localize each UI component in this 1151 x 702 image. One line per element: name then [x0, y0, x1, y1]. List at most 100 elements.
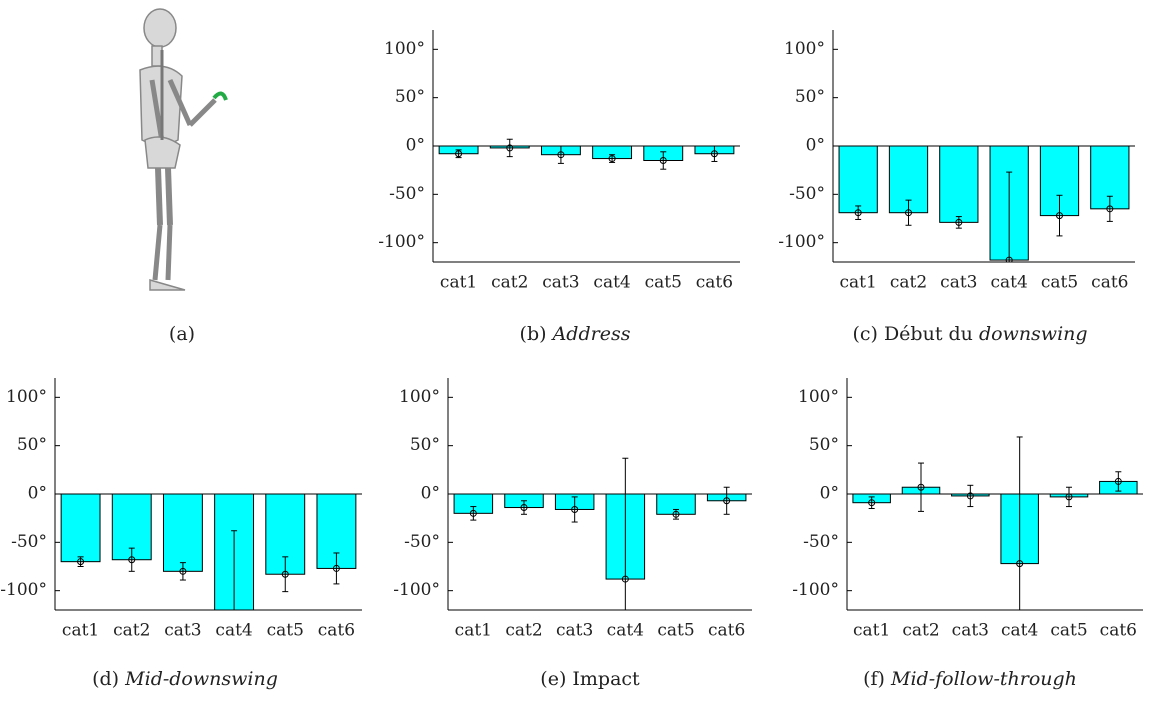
caption-part: downswing — [979, 323, 1088, 345]
x-tick-label: cat5 — [1041, 273, 1078, 293]
caption-part: (e) — [540, 668, 566, 690]
x-tick-label: cat2 — [113, 621, 150, 641]
caption: (c) Début du downswing — [852, 323, 1087, 345]
x-tick-label: cat1 — [853, 621, 890, 641]
plot-area — [453, 457, 747, 610]
plot-area — [838, 145, 1130, 262]
x-tick-label: cat3 — [556, 621, 593, 641]
y-tick-label: 100° — [784, 39, 825, 59]
y-tick-label: 0° — [28, 484, 47, 504]
caption-part: (d) — [92, 668, 119, 690]
y-tick-label: -50° — [803, 532, 839, 552]
mean-marker — [955, 218, 963, 226]
y-tick-label: -100° — [792, 580, 839, 600]
x-tick-label: cat4 — [991, 273, 1028, 293]
caption-part: (b) — [520, 323, 547, 345]
y-tick-label: 0° — [421, 484, 440, 504]
x-tick-label: cat4 — [1001, 621, 1038, 641]
x-tick-label: cat2 — [491, 273, 528, 293]
y-tick-label: 50° — [395, 87, 425, 107]
caption-part: Mid-follow-through — [890, 668, 1077, 690]
mean-marker — [868, 499, 876, 507]
mean-marker — [1005, 256, 1013, 262]
caption: (d) Mid-downswing — [92, 668, 278, 690]
mean-marker — [455, 150, 463, 158]
caption: (b) Address — [520, 323, 631, 345]
chart: -100° -50° 0° 50° 100° cat1 cat2 cat3 cat4 cat5 ca… — [792, 378, 1143, 690]
mean-marker — [659, 157, 667, 164]
y-tick-label: -50° — [789, 184, 825, 204]
x-tick-label: cat2 — [902, 621, 939, 641]
caption-part: Impact — [572, 668, 640, 690]
chart: -100° -50° 0° 50° 100° cat1 cat2 cat3 cat4 cat5 ca… — [393, 378, 752, 690]
x-tick-label: cat6 — [1091, 273, 1128, 293]
mean-marker — [905, 209, 912, 217]
y-tick-label: -50° — [389, 184, 425, 204]
plot-area — [438, 138, 735, 170]
mean-marker — [281, 570, 289, 578]
caption: (f) Mid-follow-through — [863, 668, 1077, 690]
x-tick-label: cat2 — [505, 621, 542, 641]
y-tick-label: 50° — [795, 87, 825, 107]
mean-marker — [520, 504, 528, 512]
caption-part: Address — [551, 323, 631, 345]
x-tick-label: cat6 — [708, 621, 745, 641]
y-tick-label: 0° — [806, 136, 825, 156]
mean-marker — [332, 564, 340, 572]
y-tick-label: 100° — [399, 387, 440, 407]
x-tick-label: cat2 — [890, 273, 927, 293]
y-tick-label: 50° — [17, 435, 47, 455]
y-tick-label: 100° — [384, 39, 425, 59]
y-tick-label: -100° — [0, 580, 47, 600]
y-tick-label: 100° — [798, 387, 839, 407]
mean-marker — [1016, 560, 1024, 568]
mean-marker — [77, 558, 85, 566]
mean-marker — [1056, 212, 1063, 220]
mean-marker — [966, 492, 974, 500]
chart: -100° -50° 0° 50° 100° cat1 cat2 cat3 cat4 cat5 ca… — [778, 30, 1135, 345]
x-tick-label: cat6 — [1100, 621, 1137, 641]
x-tick-label: cat4 — [215, 621, 252, 641]
mean-marker — [917, 483, 925, 491]
y-tick-label: 50° — [809, 435, 839, 455]
caption-part: (f) — [863, 668, 885, 690]
y-tick-label: -100° — [778, 232, 825, 252]
x-tick-label: cat1 — [62, 621, 99, 641]
mean-marker — [710, 150, 718, 158]
x-tick-label: cat4 — [593, 273, 630, 293]
bar — [939, 145, 979, 223]
caption-part: Mid-downswing — [124, 668, 278, 690]
x-tick-label: cat5 — [657, 621, 694, 641]
y-tick-label: -100° — [378, 232, 425, 252]
x-tick-label: cat5 — [1050, 621, 1087, 641]
bar — [162, 493, 203, 572]
caption: (e) Impact — [540, 668, 640, 690]
mean-marker — [179, 567, 187, 575]
x-tick-label: cat3 — [542, 273, 579, 293]
caption: (a) — [169, 323, 195, 345]
plot-area — [60, 493, 357, 610]
mean-marker — [723, 497, 731, 505]
mean-marker — [1106, 205, 1114, 213]
plot-area — [852, 436, 1138, 610]
x-tick-label: cat5 — [267, 621, 304, 641]
caption-part: Début du — [884, 323, 973, 345]
x-tick-label: cat3 — [164, 621, 201, 641]
mean-marker — [557, 151, 565, 159]
mean-marker — [621, 575, 629, 583]
mean-marker — [854, 209, 862, 217]
x-tick-label: cat4 — [607, 621, 644, 641]
x-tick-label: cat1 — [455, 621, 492, 641]
bar — [60, 493, 101, 563]
x-tick-label: cat5 — [645, 273, 682, 293]
y-tick-label: 0° — [406, 136, 425, 156]
y-tick-label: 50° — [410, 435, 440, 455]
x-tick-label: cat6 — [696, 273, 733, 293]
x-tick-label: cat3 — [952, 621, 989, 641]
caption-part: (c) — [852, 323, 877, 345]
bar — [838, 145, 878, 214]
mean-marker — [506, 144, 514, 152]
mean-marker — [469, 509, 477, 517]
y-tick-label: -50° — [404, 532, 440, 552]
x-tick-label: cat1 — [440, 273, 477, 293]
